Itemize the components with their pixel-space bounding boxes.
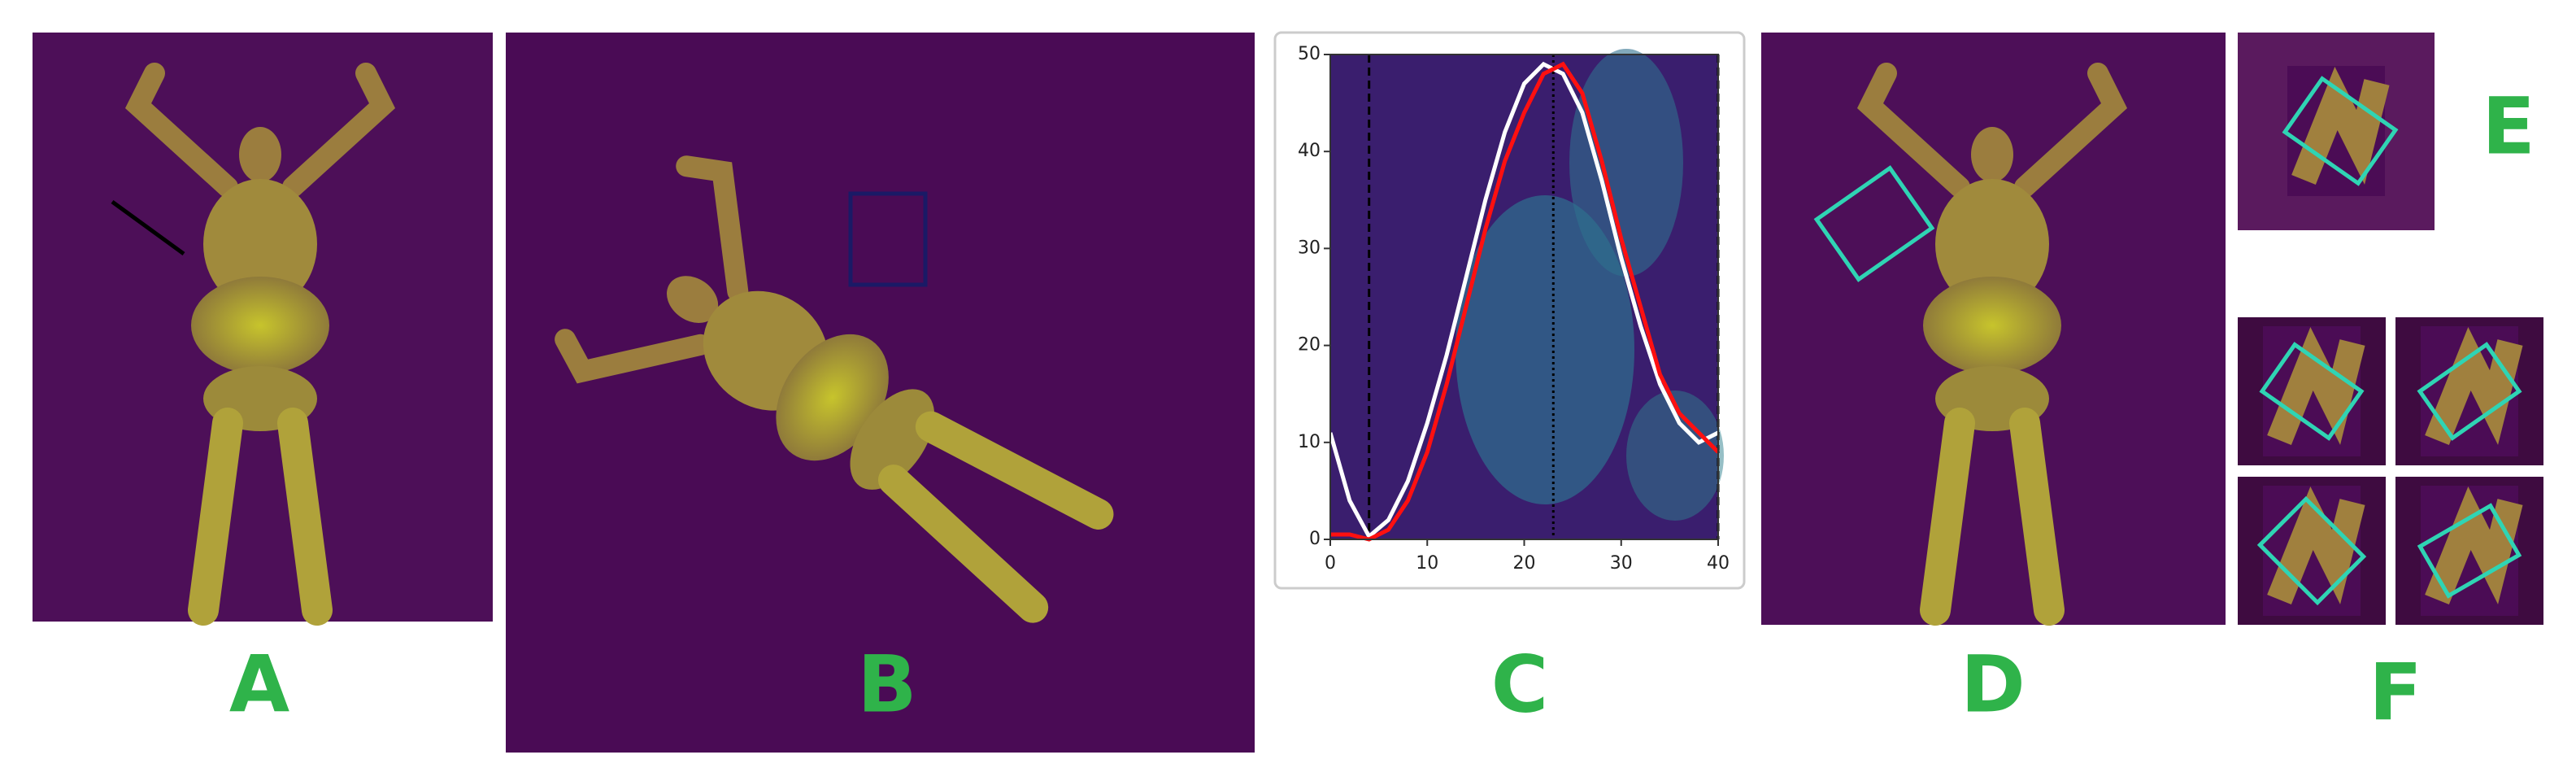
heatmap-blob (1626, 390, 1724, 521)
x-tick-label: 20 (1513, 553, 1536, 574)
panel-label: C (1491, 639, 1548, 730)
chart (1330, 49, 1724, 539)
x-tick-label: 40 (1707, 553, 1730, 574)
panel-f-grid (2238, 317, 2543, 625)
panel-label: E (2482, 81, 2535, 172)
annotation-line (111, 199, 185, 256)
crop (2287, 66, 2385, 196)
y-tick-label: 30 (1298, 238, 1321, 258)
x-tick-label: 10 (1416, 553, 1438, 574)
roi-box (1813, 165, 1935, 282)
y-tick-label: 0 (1309, 529, 1321, 549)
x-tick-label: 30 (1610, 553, 1633, 574)
y-tick-label: 50 (1298, 44, 1321, 64)
y-tick-label: 20 (1298, 335, 1321, 356)
series-line (1330, 61, 1720, 542)
y-tick-label: 10 (1298, 432, 1321, 452)
x-tick-label: 0 (1325, 553, 1336, 574)
roi-box (848, 191, 928, 287)
panel-label: A (229, 639, 289, 730)
series-line (1328, 61, 1720, 540)
panel-label: B (857, 639, 916, 730)
panel-label: D (1960, 639, 2026, 730)
heatmap-blob (1456, 195, 1634, 504)
y-tick-label: 40 (1298, 141, 1321, 161)
panel-label: F (2369, 647, 2422, 738)
roi-box (2282, 76, 2399, 186)
heatmap-blob (1569, 49, 1683, 277)
